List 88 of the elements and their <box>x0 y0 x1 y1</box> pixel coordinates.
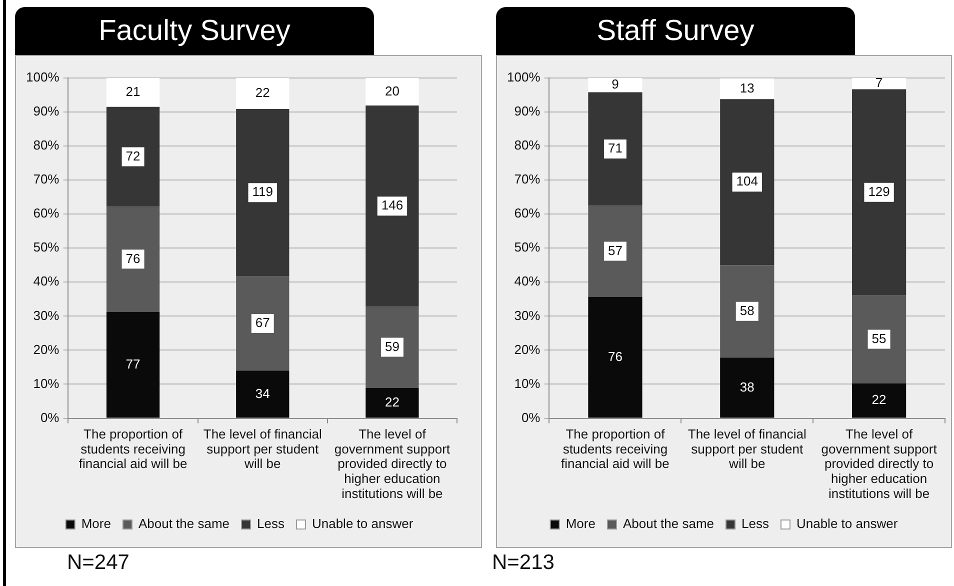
bar <box>236 276 290 371</box>
y-tick-label: 50% <box>514 240 541 255</box>
annotation: 119 <box>252 184 273 200</box>
annotation: 7 <box>875 75 883 90</box>
annotation: 13 <box>740 80 754 96</box>
y-tick-label: 50% <box>33 240 60 255</box>
bar <box>366 306 419 388</box>
y-tick-label: 0% <box>521 410 541 425</box>
annotation: 21 <box>126 84 140 100</box>
annotation: 72 <box>126 148 140 164</box>
bar <box>720 99 774 266</box>
y-tick-label: 90% <box>514 104 541 119</box>
y-tick-label: 20% <box>514 342 541 357</box>
annotation: 57 <box>608 242 622 258</box>
annotation: 22 <box>384 394 400 410</box>
annotation: 22 <box>255 85 270 100</box>
annotation: 20 <box>384 83 400 98</box>
annotation: 76 <box>608 348 622 364</box>
bar <box>236 370 290 418</box>
bar <box>852 89 906 296</box>
y-tick-label: 100% <box>507 70 541 85</box>
y-tick-label: 90% <box>33 104 60 119</box>
y-tick-label: 60% <box>33 206 60 221</box>
bar <box>106 78 160 107</box>
annotation: 59 <box>384 338 400 354</box>
annotation: 129 <box>868 184 890 199</box>
y-tick-label: 80% <box>33 138 60 153</box>
legend-label: Unable to answer <box>796 516 898 532</box>
legend-label: About the same <box>622 516 714 532</box>
bar <box>720 358 774 418</box>
y-tick-label: 70% <box>33 172 60 187</box>
annotation: 104 <box>736 174 758 189</box>
y-tick-label: 30% <box>33 308 60 323</box>
annotation: 22 <box>872 392 886 408</box>
legend-label: Less <box>257 516 285 532</box>
bar <box>366 388 419 418</box>
bar <box>366 106 419 307</box>
bar <box>106 312 160 418</box>
y-tick-label: 60% <box>514 206 541 221</box>
y-tick-label: 40% <box>514 274 541 289</box>
bar <box>106 106 160 207</box>
x-tick-label: The proportion of students receiving financial aid will be <box>561 426 670 472</box>
y-tick-label: 0% <box>40 410 60 425</box>
legend-label: Unable to answer <box>312 516 414 532</box>
bar <box>588 296 642 418</box>
bar <box>720 78 774 100</box>
chart-title: Staff Survey <box>496 7 855 55</box>
bar <box>588 206 642 297</box>
bar <box>720 265 774 358</box>
annotation: 9 <box>612 76 619 92</box>
text: N=213 <box>492 551 554 575</box>
chart-title: Faculty Survey <box>15 7 374 55</box>
y-tick-label: 10% <box>514 376 541 391</box>
annotation: 34 <box>255 386 270 401</box>
y-tick-label: 10% <box>33 376 60 391</box>
x-tick-label: The level of financial support per student will be <box>688 426 806 472</box>
annotation: 71 <box>608 140 622 156</box>
y-tick-label: 40% <box>33 274 60 289</box>
y-tick-label: 70% <box>514 172 541 187</box>
legend-label: More <box>81 516 111 532</box>
y-tick-label: 80% <box>514 138 541 153</box>
y-tick-label: 20% <box>33 342 60 357</box>
bar <box>236 78 290 109</box>
bar <box>588 92 642 206</box>
legend-label: Less <box>742 516 770 532</box>
annotation: 146 <box>381 198 404 213</box>
bar <box>588 78 642 92</box>
legend-label: About the same <box>138 516 230 532</box>
legend-label: More <box>566 516 596 532</box>
x-tick-label: The proportion of students receiving financial aid will be <box>78 426 188 472</box>
bar <box>852 383 906 418</box>
bar <box>852 78 906 90</box>
x-tick-label: The level of government support provided directly to higher education institutions will be <box>334 426 450 502</box>
y-tick-label: 30% <box>514 308 541 323</box>
bar <box>366 78 419 106</box>
bar <box>106 206 160 312</box>
annotation: 58 <box>740 302 754 318</box>
text: N=247 <box>67 551 130 575</box>
annotation: 67 <box>255 315 270 330</box>
annotation: 38 <box>740 379 754 394</box>
bar <box>852 295 906 384</box>
annotation: 76 <box>126 250 140 266</box>
annotation: 77 <box>126 356 140 372</box>
x-tick-label: The level of government support provided directly to higher education institutions will be <box>821 426 938 502</box>
y-tick-label: 100% <box>26 70 60 85</box>
annotation: 55 <box>872 330 886 346</box>
bar <box>236 108 290 276</box>
x-tick-label: The level of financial support per student will be <box>203 426 322 472</box>
